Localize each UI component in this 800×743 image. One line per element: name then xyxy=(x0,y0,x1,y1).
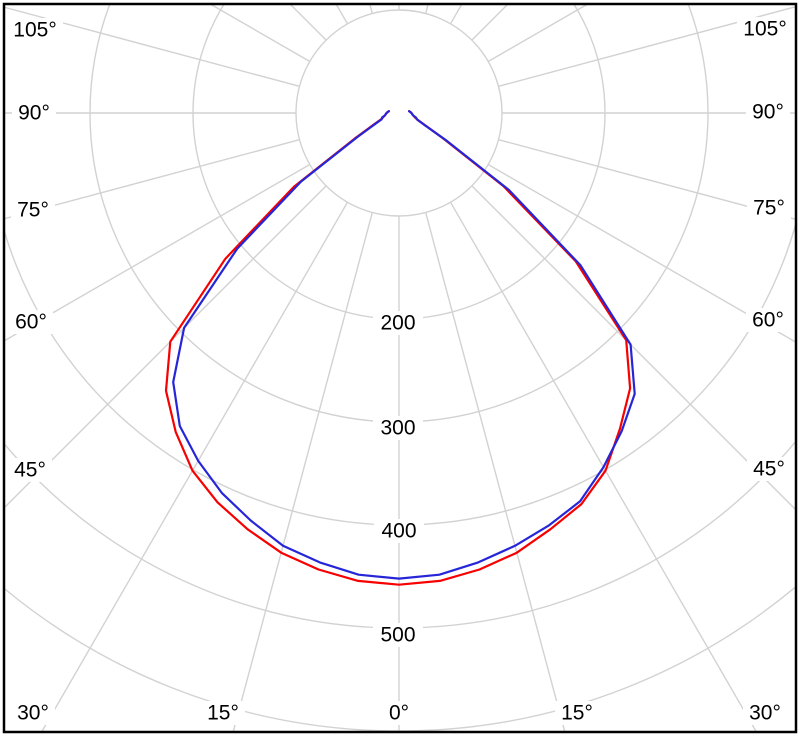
grid-spoke xyxy=(5,6,300,88)
angle-label: 105° xyxy=(743,18,786,41)
angle-label: 15° xyxy=(207,702,239,725)
grid-spoke xyxy=(498,6,795,88)
angle-label: 105° xyxy=(13,19,56,42)
grid-spoke xyxy=(41,201,349,731)
angle-label: 90° xyxy=(18,102,50,125)
label-mask xyxy=(747,457,791,481)
label-mask xyxy=(373,311,423,335)
angle-label: 30° xyxy=(17,702,49,725)
label-mask xyxy=(9,310,53,334)
angle-label: 60° xyxy=(752,309,784,332)
grid-spoke xyxy=(5,185,327,508)
angle-label: 90° xyxy=(752,101,784,124)
radial-label: 500 xyxy=(380,624,415,647)
grid-spoke xyxy=(5,138,300,220)
angle-label: 45° xyxy=(753,458,785,481)
label-mask xyxy=(555,701,599,725)
grid-spoke xyxy=(471,185,795,510)
label-mask xyxy=(11,198,55,222)
grid-spoke xyxy=(5,163,311,342)
label-mask xyxy=(374,519,424,543)
label-mask xyxy=(377,701,421,725)
radial-label: 300 xyxy=(380,417,415,440)
label-mask xyxy=(737,17,793,41)
grid-spoke xyxy=(232,212,374,731)
radial-label: 200 xyxy=(380,312,415,335)
grid-spoke xyxy=(369,5,374,14)
angle-label: 45° xyxy=(14,459,46,482)
grid-spoke xyxy=(424,5,429,14)
intensity-curves xyxy=(164,110,636,586)
label-mask xyxy=(201,701,245,725)
grid-spoke xyxy=(487,163,795,343)
label-mask xyxy=(373,623,423,647)
angle-labels: 105° 90° 75° 60° 45° 105° 90° 75° 60° 45° 30° 15° 0°… xyxy=(13,18,786,725)
label-mask xyxy=(746,308,790,332)
angle-label: 0° xyxy=(389,702,409,725)
curve-blue xyxy=(172,110,636,580)
grid-spoke xyxy=(449,201,757,731)
radial-label: 400 xyxy=(381,520,416,543)
label-mask xyxy=(743,701,787,725)
grid-circle xyxy=(5,224,795,526)
angle-label: 75° xyxy=(753,197,785,220)
label-mask xyxy=(11,701,55,725)
label-mask xyxy=(747,196,791,220)
angle-label: 30° xyxy=(749,702,781,725)
angle-label: 60° xyxy=(15,311,47,334)
label-mask xyxy=(7,18,63,42)
grid-circle xyxy=(295,9,503,217)
grid-spoke xyxy=(498,138,795,220)
angle-label: 15° xyxy=(561,702,593,725)
label-mask xyxy=(373,416,423,440)
angle-label: 75° xyxy=(17,199,49,222)
grid-spoke xyxy=(424,212,566,731)
radial-labels: 200 300 400 500 xyxy=(380,312,416,647)
label-mask xyxy=(12,101,56,125)
curve-red xyxy=(164,110,632,586)
label-masks xyxy=(7,17,793,725)
label-mask xyxy=(8,458,52,482)
label-mask xyxy=(746,100,790,124)
